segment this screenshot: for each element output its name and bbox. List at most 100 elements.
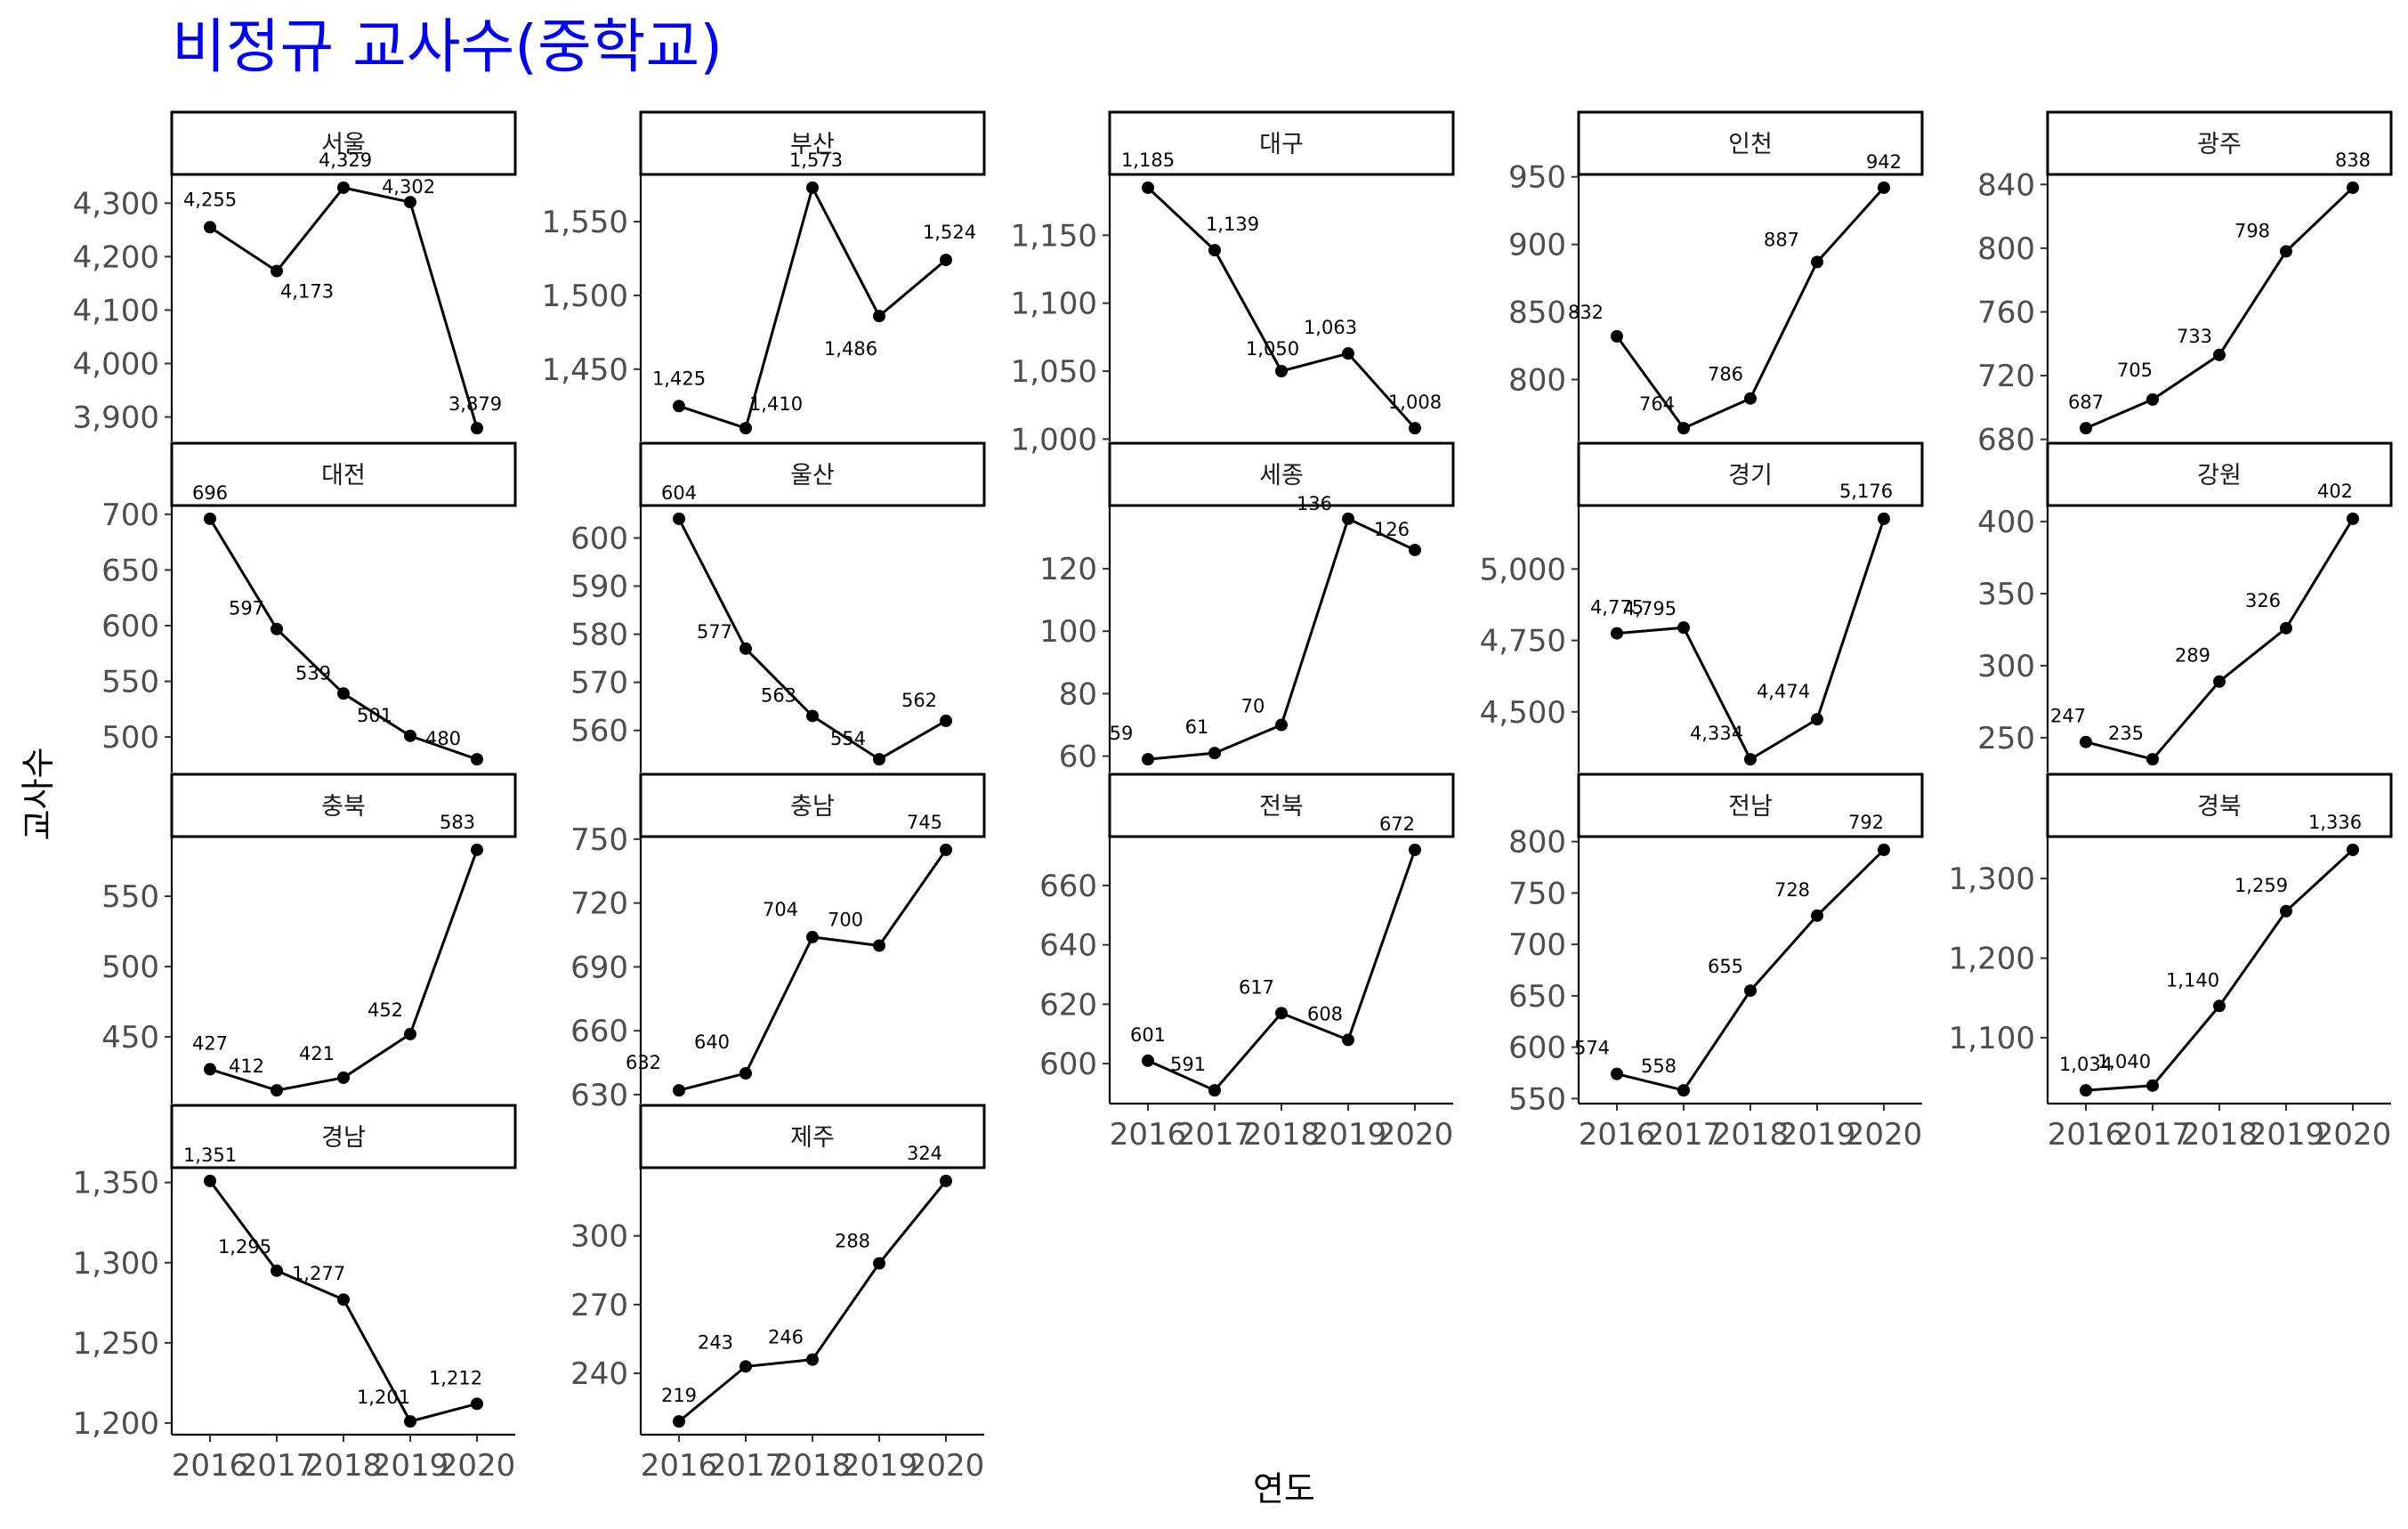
facet-12-x-tick-label: 2019 [1310,1117,1387,1153]
facet-11-series-line [678,849,948,1092]
facet-11-data-label: 632 [626,1052,661,1073]
facet-5-y-tick-label: 600 [101,609,159,644]
facet-14-x-tick-label: 2018 [2181,1117,2259,1153]
facet-4-data-label: 687 [2068,392,2104,413]
facet-12-x-tick-label: 2020 [1377,1117,1454,1153]
facet-8-point [1611,627,1623,640]
facet-15-x-tick-label: 2020 [439,1448,516,1484]
facet-14-point [2213,999,2226,1013]
facet-13-data-label: 558 [1641,1056,1677,1077]
facet-5-point [271,622,283,635]
facet-12-data-label: 617 [1239,976,1274,998]
facet-16-x-tick-label: 2020 [908,1448,985,1484]
facet-6-data-label: 577 [697,621,732,643]
facet-5-y-tick-label: 650 [101,553,159,588]
facet-6-point [739,642,752,655]
facet-0-y-tick-label: 4,100 [73,293,159,328]
facet-7-y-tick-label: 100 [1039,614,1097,650]
facet-15-x-tick-label: 2019 [372,1448,449,1484]
facet-15-data-label: 1,277 [292,1263,345,1284]
facet-8-y-tick-label: 4,750 [1480,624,1566,659]
y-axis-title: 교사수 [19,748,58,841]
facet-4-point [2146,392,2159,406]
facet-0-data-label: 4,302 [382,176,435,198]
facet-8-data-label: 4,334 [1690,723,1743,744]
facet-12-y-tick-label: 600 [1039,1047,1097,1082]
facet-0-series-line [209,186,479,429]
facet-14-data-label: 1,259 [2234,875,2288,896]
facet-15-point [337,1293,350,1307]
facet-4-point [2347,181,2359,194]
facet-8-point [1677,621,1690,635]
facet-7-point [1275,718,1288,732]
facet-2-point [1142,181,1154,194]
facet-2-point [1208,244,1221,257]
facet-3-point [1744,392,1757,405]
facet-16-y-tick-label: 240 [570,1356,628,1392]
facet-11: 충남 630 660 690 720 750 632 640 704 700 745 [570,773,986,1113]
facet-4-y-tick-label: 720 [1977,359,2035,394]
facet-13-data-label: 574 [1574,1038,1610,1059]
facet-15-point [271,1264,283,1277]
facet-12-point [1409,843,1421,856]
facet-6-point [673,512,685,525]
facet-11-data-label: 704 [763,899,798,920]
facet-9: 강원 250 300 350 400 247 235 289 326 402 [1977,441,2393,773]
facet-11-data-label: 700 [828,909,863,930]
facet-3-data-label: 942 [1866,151,1902,173]
facet-15-x-tick-label: 2016 [172,1448,249,1484]
facet-12-data-label: 591 [1170,1054,1206,1075]
facet-8-point [1811,713,1823,726]
facet-9-y-tick-label: 300 [1977,649,2035,684]
facet-3: 인천 800 850 900 950 832 764 786 887 942 [1508,110,1924,441]
facet-10-series-line [209,849,479,1092]
facet-8-data-label: 4,474 [1757,681,1810,702]
facet-7: 세종 60 80 100 120 59 61 70 136 126 [1039,441,1455,775]
facet-1-data-label: 1,486 [824,338,877,360]
facet-1-point [673,400,685,413]
facet-14-point [2280,904,2292,918]
facet-1-data-label: 1,524 [923,222,976,243]
facet-3-point [1677,422,1690,435]
facet-0-data-label: 4,255 [183,189,237,210]
facet-2-data-label: 1,063 [1304,317,1357,338]
facet-7-strip [1108,441,1455,507]
facet-11-data-label: 640 [694,1031,730,1053]
facet-6-data-label: 562 [901,690,937,711]
facet-11-y-tick-label: 750 [570,822,628,858]
facet-8-strip [1577,441,1924,507]
facet-14-data-label: 1,140 [2166,969,2219,991]
facet-2-point [1342,347,1354,360]
facet-2-y-tick-label: 1,150 [1011,218,1097,254]
facet-9-data-label: 289 [2175,645,2210,667]
facet-13-y-tick-label: 550 [1508,1081,1566,1117]
facet-13-x-tick-label: 2019 [1779,1117,1856,1153]
facet-4-series-line [2085,186,2355,430]
facet-4-data-label: 838 [2335,150,2371,171]
facet-13-x-tick-label: 2020 [1846,1117,1923,1153]
facet-9-point [2280,621,2292,635]
facet-11-point [940,843,952,856]
facet-11-data-label: 745 [907,812,942,833]
facet-9-y-tick-label: 400 [1977,505,2035,540]
facet-14-x-tick-label: 2017 [2114,1117,2192,1153]
facet-9-point [2347,512,2359,525]
facet-2-y-tick-label: 1,000 [1011,422,1097,457]
facet-4-y-tick-label: 800 [1977,231,2035,267]
facet-10-point [271,1084,283,1097]
facet-13-y-tick-label: 700 [1508,927,1566,963]
facet-14-data-label: 1,336 [2308,812,2362,833]
facet-13-point [1811,909,1823,922]
facet-5-data-label: 597 [229,598,264,619]
facet-3-point [1811,255,1823,269]
facet-16-data-label: 288 [835,1231,870,1252]
facet-10-y-tick-label: 500 [101,950,159,985]
facet-14-point [2347,843,2359,856]
facet-7-y-tick-label: 60 [1059,740,1097,775]
facet-5-data-label: 501 [357,705,392,726]
facet-16-data-label: 246 [768,1327,804,1348]
facet-7-data-label: 61 [1185,716,1209,738]
facet-13-strip-label: 전남 [1728,793,1773,821]
facet-15-point [404,1415,416,1428]
